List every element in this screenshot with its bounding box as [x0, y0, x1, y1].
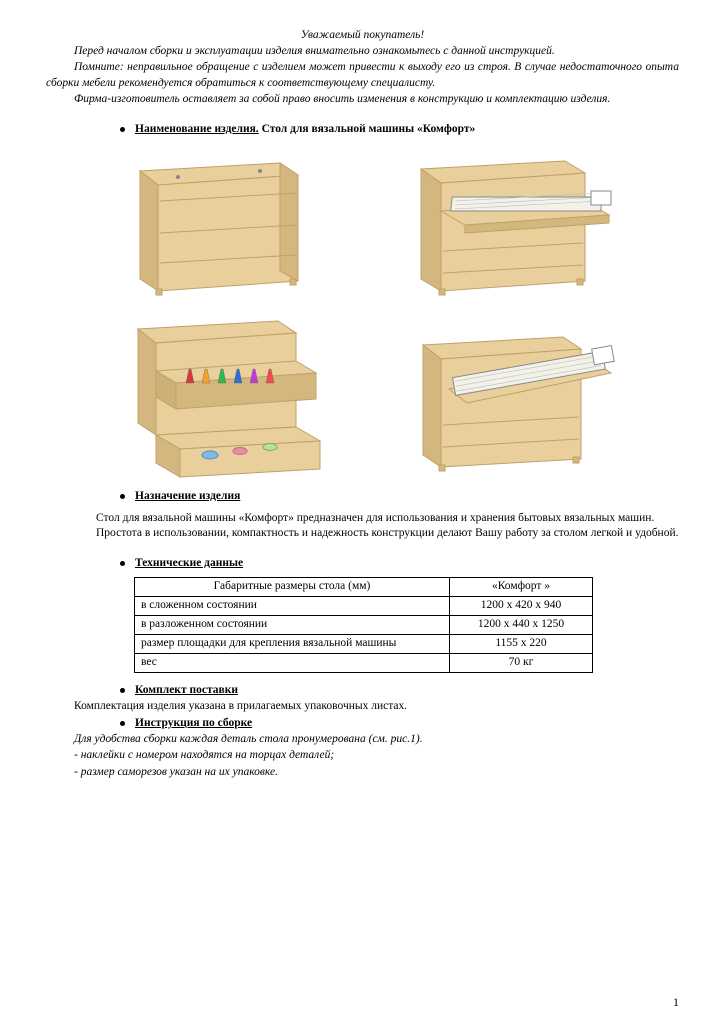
assembly-p2: - наклейки с номером находятся на торцах… — [74, 748, 679, 764]
purpose-body: Стол для вязальной машины «Комфорт» пред… — [74, 511, 679, 542]
bullet-icon — [120, 494, 125, 499]
table-row: вес 70 кг — [135, 654, 593, 673]
page-number: 1 — [673, 994, 679, 1010]
section-purpose: Назначение изделия — [46, 489, 679, 505]
figure-machine-tilted — [395, 319, 621, 467]
cell-label: вес — [135, 654, 450, 673]
greeting: Уважаемый покупатель! — [46, 28, 679, 44]
section-assembly: Инструкция по сборке — [46, 716, 679, 732]
purpose-p1: Стол для вязальной машины «Комфорт» пред… — [74, 511, 679, 527]
bullet-icon — [120, 688, 125, 693]
table-row: размер площадки для крепления вязальной … — [135, 635, 593, 654]
table-row: Габаритные размеры стола (мм) «Комфорт » — [135, 578, 593, 597]
cell-label: в сложенном состоянии — [135, 597, 450, 616]
bullet-icon — [120, 561, 125, 566]
label-tech: Технические данные — [135, 556, 679, 572]
label-assembly: Инструкция по сборке — [135, 716, 679, 732]
bullet-icon — [120, 721, 125, 726]
cell-value: 1155 х 220 — [450, 635, 593, 654]
cell-label: в разложенном состоянии — [135, 616, 450, 635]
figures-grid — [110, 151, 643, 467]
label-name: Наименование изделия. — [135, 123, 259, 135]
figure-drawer-threads — [110, 319, 336, 467]
cell-value: 70 кг — [450, 654, 593, 673]
label-purpose: Назначение изделия — [135, 489, 679, 505]
figure-closed — [110, 151, 336, 299]
th-right: «Комфорт » — [450, 578, 593, 597]
intro-p2: Помните: неправильное обращение с издели… — [46, 60, 679, 91]
section-tech: Технические данные — [46, 556, 679, 572]
cell-label: размер площадки для крепления вязальной … — [135, 635, 450, 654]
table-row: в сложенном состоянии 1200 х 420 х 940 — [135, 597, 593, 616]
intro-p3: Фирма-изготовитель оставляет за собой пр… — [46, 92, 679, 108]
cell-value: 1200 х 420 х 940 — [450, 597, 593, 616]
section-supply: Комплект поставки — [46, 683, 679, 699]
bullet-icon — [120, 127, 125, 132]
intro-p1: Перед началом сборки и эксплуатации изде… — [46, 44, 679, 60]
section-product-name: Наименование изделия. Стол для вязальной… — [46, 122, 679, 138]
spec-table: Габаритные размеры стола (мм) «Комфорт »… — [134, 577, 593, 673]
supply-text: Комплектация изделия указана в прилагаем… — [74, 699, 679, 715]
table-row: в разложенном состоянии 1200 х 440 х 125… — [135, 616, 593, 635]
assembly-p1: Для удобства сборки каждая деталь стола … — [74, 732, 679, 748]
assembly-body: Для удобства сборки каждая деталь стола … — [74, 732, 679, 781]
value-name: Стол для вязальной машины «Комфорт» — [259, 123, 476, 135]
th-left: Габаритные размеры стола (мм) — [135, 578, 450, 597]
assembly-p3: - размер саморезов указан на их упаковке… — [74, 765, 679, 781]
figure-open-machine — [395, 151, 621, 299]
label-supply: Комплект поставки — [135, 683, 679, 699]
supply-p: Комплектация изделия указана в прилагаем… — [74, 699, 679, 715]
purpose-p2: Простота в использовании, компактность и… — [74, 526, 679, 542]
cell-value: 1200 х 440 х 1250 — [450, 616, 593, 635]
